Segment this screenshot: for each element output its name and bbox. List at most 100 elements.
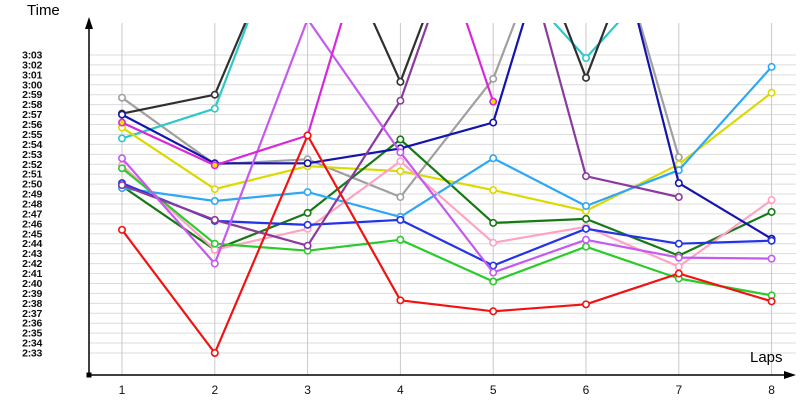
y-tick-label: 3:00: [22, 79, 42, 91]
series-line-yellow: [121, 91, 773, 212]
point-green-lap5: [489, 277, 498, 286]
point-purple-lap6: [581, 172, 590, 181]
x-axis-title: Laps: [750, 349, 783, 366]
y-axis-title: Time: [27, 2, 60, 19]
point-pink-lap7: [674, 262, 683, 271]
series-red: [118, 131, 776, 357]
point-gray-lap1: [118, 93, 127, 102]
series-line-pink: [121, 160, 773, 268]
x-tick-label: 7: [675, 383, 682, 397]
point-black-lap2: [210, 90, 219, 99]
point-red-lap3: [303, 131, 312, 140]
point-purple-lap7: [674, 193, 683, 202]
y-tick-labels: 3:033:023:013:002:592:582:572:562:552:54…: [22, 50, 43, 360]
point-pink-lap5: [489, 238, 498, 247]
point-navy-lap1: [118, 110, 127, 119]
series-violet: [118, 23, 776, 277]
point-black-lap4: [396, 77, 405, 86]
point-red-lap7: [674, 269, 683, 278]
series-line-violet: [121, 23, 772, 274]
point-gray-lap7: [674, 153, 683, 162]
point-dark-green-lap8: [767, 207, 776, 216]
x-tick-label: 5: [490, 383, 497, 397]
y-tick-label: 2:38: [22, 298, 42, 310]
point-black-lap6: [581, 73, 590, 82]
point-dark-green-lap4: [396, 135, 405, 144]
point-violet-lap7: [674, 253, 683, 262]
y-tick-label: 2:48: [22, 198, 42, 210]
y-tick-label: 2:40: [22, 278, 42, 290]
y-tick-label: 2:34: [22, 338, 42, 350]
point-cyan-lap1: [118, 134, 127, 143]
point-dark-green-lap3: [303, 208, 312, 217]
y-tick-label: 2:37: [22, 308, 42, 320]
series-navy: [118, 23, 776, 243]
point-red-lap6: [581, 300, 590, 309]
x-tick-label: 2: [211, 383, 218, 397]
point-red-lap5: [489, 307, 498, 316]
x-tick-label: 6: [583, 383, 590, 397]
y-tick-label: 2:41: [22, 268, 42, 280]
point-sky-blue-lap3: [303, 188, 312, 197]
y-tick-label: 2:39: [22, 288, 42, 300]
y-tick-label: 2:36: [22, 318, 42, 330]
series-purple: [118, 23, 683, 250]
axes: [85, 17, 796, 379]
point-green-lap1: [118, 164, 127, 173]
point-green-lap6: [581, 242, 590, 251]
point-purple-lap1: [118, 181, 127, 190]
point-magenta-lap5: [489, 97, 498, 106]
point-pink-lap8: [767, 196, 776, 205]
point-red-lap1: [118, 225, 127, 234]
x-tick-labels: 1 2 3 4 5 6 7 8: [119, 383, 776, 397]
y-tick-label: 2:53: [22, 149, 42, 161]
y-tick-label: 2:51: [22, 169, 42, 181]
point-pink-lap4: [396, 157, 405, 166]
point-yellow-lap5: [489, 186, 498, 195]
series-line-sky-blue: [121, 66, 773, 218]
point-blue-lap3: [303, 220, 312, 229]
axis-origin-square: [86, 372, 92, 378]
x-tick-label: 1: [119, 383, 126, 397]
y-axis-arrow-icon: [85, 17, 93, 29]
point-yellow-lap8: [767, 88, 776, 97]
x-tick-label: 4: [397, 383, 404, 397]
point-violet-lap2: [210, 259, 219, 268]
y-tick-label: 3:02: [22, 59, 42, 71]
y-tick-label: 2:49: [22, 189, 42, 201]
point-blue-lap7: [674, 239, 683, 248]
point-cyan-lap6: [581, 53, 590, 62]
y-tick-label: 2:42: [22, 258, 42, 270]
y-tick-label: 2:59: [22, 89, 42, 101]
y-tick-label: 2:58: [22, 99, 42, 111]
point-sky-blue-lap6: [581, 201, 590, 210]
y-tick-label: 2:35: [22, 328, 42, 340]
y-tick-label: 2:45: [22, 228, 42, 240]
series-line-red: [121, 134, 772, 355]
point-cyan-lap2: [210, 104, 219, 113]
point-sky-blue-lap5: [489, 154, 498, 163]
y-tick-label: 2:46: [22, 218, 42, 230]
series-line-dark-green: [121, 138, 773, 257]
point-yellow-lap4: [396, 167, 405, 176]
point-navy-lap3: [303, 159, 312, 168]
y-tick-label: 3:03: [22, 50, 42, 62]
y-tick-label: 2:47: [22, 208, 42, 220]
point-purple-lap4: [396, 96, 405, 105]
y-tick-label: 2:54: [22, 139, 42, 151]
series-line-green: [121, 167, 772, 297]
y-tick-label: 2:55: [22, 129, 42, 141]
y-tick-label: 2:57: [22, 109, 42, 121]
y-tick-label: 2:52: [22, 159, 42, 171]
x-tick-label: 8: [768, 383, 775, 397]
point-gray-lap5: [489, 74, 498, 83]
point-purple-lap2: [210, 215, 219, 224]
point-violet-lap5: [489, 268, 498, 277]
point-sky-blue-lap8: [767, 62, 776, 71]
series-group: [118, 23, 776, 357]
point-blue-lap6: [581, 224, 590, 233]
point-red-lap8: [767, 297, 776, 306]
point-violet-lap4: [396, 148, 405, 157]
point-violet-lap6: [581, 235, 590, 244]
